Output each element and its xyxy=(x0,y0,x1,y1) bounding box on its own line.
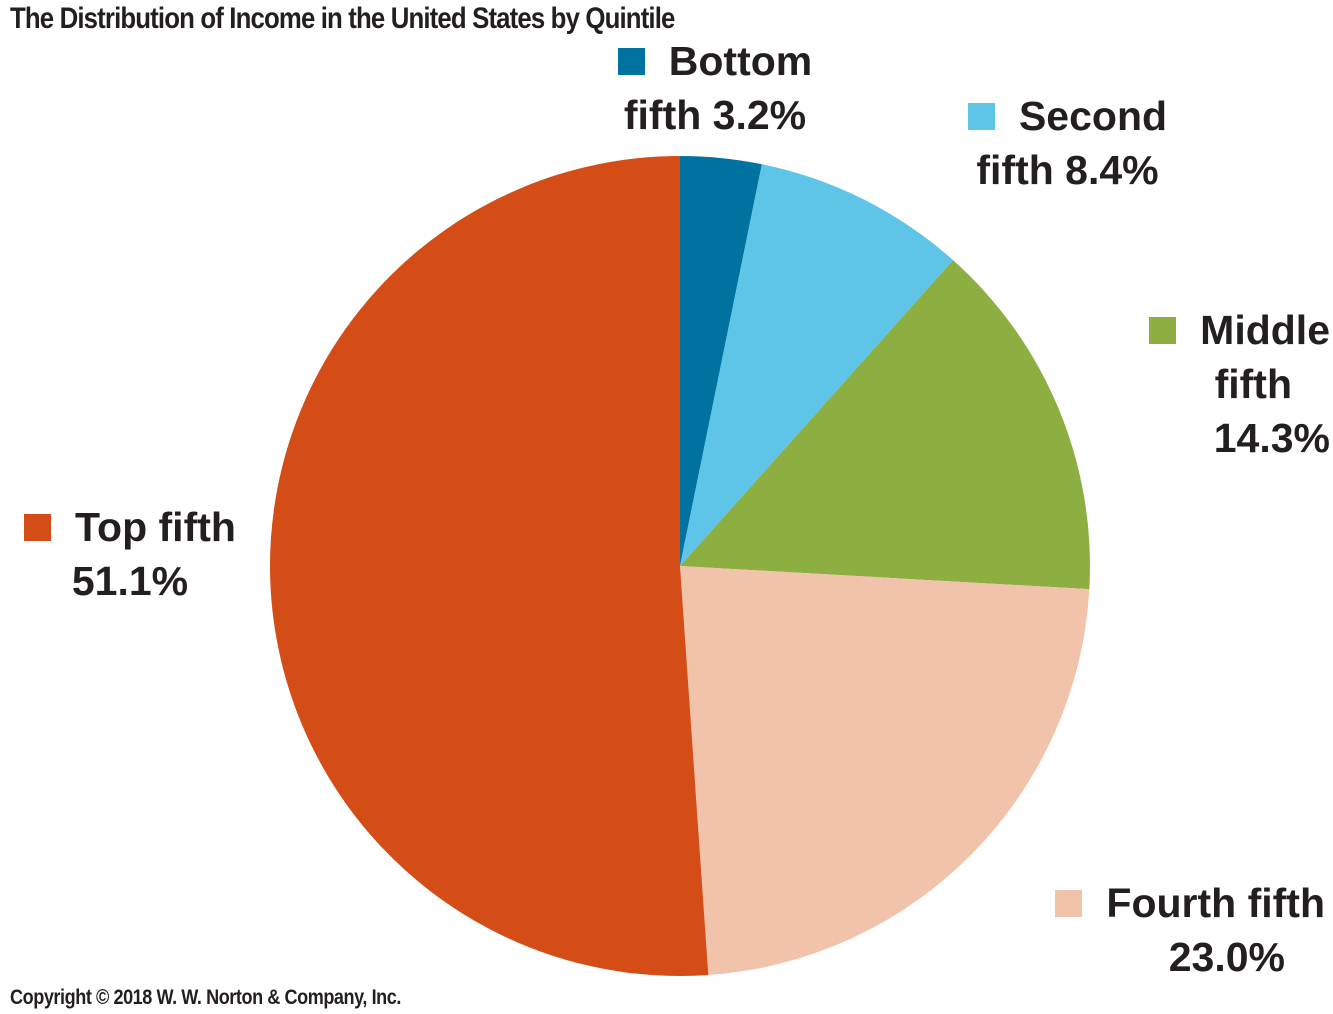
legend-label-top-fifth-line2: 51.1% xyxy=(71,558,189,604)
pie-slice-fourth-fifth xyxy=(680,566,1090,976)
chart-title: The Distribution of Income in the United… xyxy=(10,2,675,35)
legend-label-top-fifth-line1: Top fifth xyxy=(75,504,236,550)
legend-bottom-fifth: Bottom fifth 3.2% xyxy=(600,34,830,142)
legend-swatch-top-fifth xyxy=(24,513,52,541)
legend-top-fifth: Top fifth 51.1% xyxy=(10,500,250,608)
legend-label-middle-fifth-line3: 14.3% xyxy=(1213,415,1330,461)
legend-label-middle-fifth-line2: fifth xyxy=(1214,361,1292,407)
legend-swatch-middle-fifth xyxy=(1149,316,1177,344)
legend-swatch-bottom-fifth xyxy=(617,47,645,75)
legend-label-second-fifth-line2: fifth 8.4% xyxy=(976,147,1159,193)
pie-slice-second-fifth xyxy=(680,164,954,566)
legend-label-fourth-fifth-line2: 23.0% xyxy=(1168,934,1285,980)
legend-label-middle-fifth-line1: Middle xyxy=(1200,307,1330,353)
legend-middle-fifth: Middle fifth 14.3% xyxy=(1130,303,1330,465)
legend-swatch-fourth-fifth xyxy=(1055,889,1083,917)
legend-label-second-fifth-line1: Second xyxy=(1018,93,1168,139)
legend-fourth-fifth: Fourth fifth 23.0% xyxy=(1040,876,1325,984)
legend-label-fourth-fifth-line1: Fourth fifth xyxy=(1106,880,1325,926)
legend-label-bottom-fifth-line2: fifth 3.2% xyxy=(623,92,807,138)
legend-second-fifth: Second fifth 8.4% xyxy=(935,89,1200,197)
legend-swatch-second-fifth xyxy=(967,102,995,130)
pie-slice-bottom-fifth xyxy=(680,156,762,566)
pie-slice-top-fifth xyxy=(270,156,709,976)
pie-slice-middle-fifth xyxy=(680,260,1090,590)
copyright-notice: Copyright © 2018 W. W. Norton & Company,… xyxy=(10,986,401,1009)
legend-label-bottom-fifth-line1: Bottom xyxy=(668,38,813,84)
